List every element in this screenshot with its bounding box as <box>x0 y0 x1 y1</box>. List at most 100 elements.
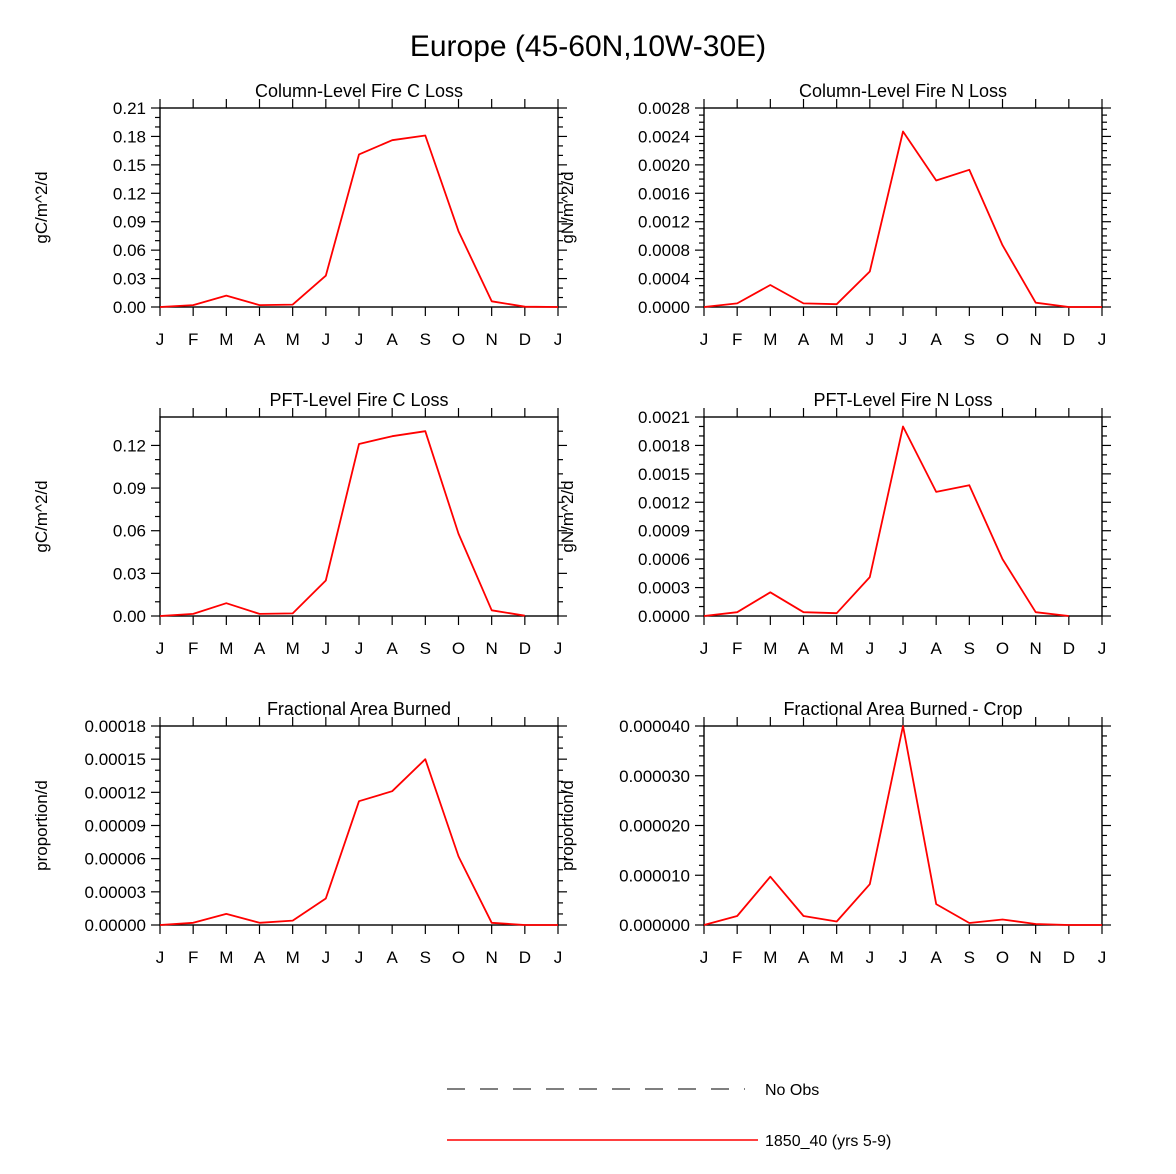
x-tick-label: J <box>156 330 165 349</box>
x-tick-label: F <box>732 948 742 967</box>
x-tick-label: M <box>286 330 300 349</box>
x-tick-label: N <box>486 330 498 349</box>
x-tick-label: O <box>996 639 1009 658</box>
x-tick-label: J <box>322 330 331 349</box>
y-tick-label: 0.00009 <box>85 817 146 836</box>
x-tick-label: J <box>1098 639 1107 658</box>
x-tick-label: N <box>486 948 498 967</box>
x-tick-label: A <box>386 639 398 658</box>
x-tick-label: N <box>1030 639 1042 658</box>
y-tick-label: 0.0000 <box>638 298 690 317</box>
chart-panel-2: J F M A M J J A S O N D J 0.0000 0.0004 0.0008 0.0012 0.0… <box>558 81 1111 349</box>
panel-title: PFT-Level Fire C Loss <box>269 390 448 410</box>
y-tick-label: 0.0018 <box>638 436 690 455</box>
legend-label-model: 1850_40 (yrs 5-9) <box>765 1133 891 1150</box>
x-tick-label: J <box>554 639 563 658</box>
y-tick-label: 0.0012 <box>638 493 690 512</box>
plot-frame <box>703 107 1103 308</box>
y-tick-label: 0.000030 <box>619 767 690 786</box>
x-tick-label: M <box>830 639 844 658</box>
x-tick-label: M <box>286 948 300 967</box>
y-tick-label: 0.000020 <box>619 817 690 836</box>
y-axis-label: gN/m^2/d <box>558 171 577 243</box>
x-tick-label: M <box>763 330 777 349</box>
y-tick-label: 0.00 <box>113 298 146 317</box>
x-tick-label: J <box>899 948 908 967</box>
series-line <box>159 430 525 617</box>
x-tick-label: J <box>355 330 364 349</box>
x-tick-label: F <box>732 330 742 349</box>
legend-label-no-obs: No Obs <box>765 1082 819 1099</box>
panel-title: Column-Level Fire N Loss <box>799 81 1007 101</box>
legend: No Obs 1850_40 (yrs 5-9) <box>447 1082 891 1150</box>
x-tick-label: F <box>188 330 198 349</box>
x-tick-label: J <box>700 330 709 349</box>
x-tick-label: D <box>519 330 531 349</box>
x-tick-label: A <box>254 330 266 349</box>
x-tick-label: A <box>386 330 398 349</box>
panels: J F M A M J J A S O N D J 0.00 0.03 0.06 0.09 0.12 0.15 0.1… <box>32 81 1111 967</box>
x-tick-label: A <box>798 330 810 349</box>
x-tick-label: N <box>486 639 498 658</box>
x-tick-label: O <box>452 330 465 349</box>
y-tick-label: 0.15 <box>113 156 146 175</box>
x-tick-label: S <box>420 330 431 349</box>
y-tick-label: 0.00015 <box>85 750 146 769</box>
y-tick-label: 0.00012 <box>85 783 146 802</box>
x-tick-label: F <box>188 948 198 967</box>
x-tick-label: A <box>254 639 266 658</box>
plot-frame <box>159 107 559 308</box>
y-tick-label: 0.0028 <box>638 99 690 118</box>
panel-title: PFT-Level Fire N Loss <box>813 390 992 410</box>
series-line <box>703 425 1069 617</box>
x-tick-label: J <box>322 639 331 658</box>
series-line <box>703 725 1102 926</box>
y-tick-label: 0.00006 <box>85 850 146 869</box>
x-tick-label: D <box>519 639 531 658</box>
chart-panel-4: J F M A M J J A S O N D J 0.0000 0.0003 0.0006 0.0009 0.0… <box>558 390 1111 658</box>
panel-title: Fractional Area Burned <box>267 699 451 719</box>
y-tick-label: 0.0012 <box>638 213 690 232</box>
y-tick-label: 0.00000 <box>85 916 146 935</box>
y-tick-label: 0.18 <box>113 127 146 146</box>
x-tick-label: J <box>355 948 364 967</box>
y-tick-label: 0.00 <box>113 607 146 626</box>
x-tick-label: M <box>219 330 233 349</box>
y-tick-label: 0.0006 <box>638 550 690 569</box>
y-tick-label: 0.0004 <box>638 270 690 289</box>
y-axis-label: gC/m^2/d <box>32 480 51 552</box>
plot-frame <box>159 725 559 926</box>
x-tick-label: M <box>763 639 777 658</box>
y-tick-label: 0.000040 <box>619 717 690 736</box>
panel-title: Column-Level Fire C Loss <box>255 81 463 101</box>
x-tick-label: A <box>930 330 942 349</box>
x-tick-label: D <box>1063 330 1075 349</box>
x-tick-label: J <box>866 330 875 349</box>
y-tick-label: 0.0009 <box>638 522 690 541</box>
plot-frame <box>703 416 1103 617</box>
x-tick-label: J <box>322 948 331 967</box>
x-tick-label: A <box>930 639 942 658</box>
x-tick-label: O <box>452 948 465 967</box>
chart-panel-5: J F M A M J J A S O N D J 0.00000 0.00003 0.00006 0.0000… <box>32 699 567 967</box>
x-tick-label: J <box>554 330 563 349</box>
y-tick-label: 0.12 <box>113 184 146 203</box>
x-tick-label: N <box>1030 330 1042 349</box>
x-tick-label: A <box>798 639 810 658</box>
chart-panel-3: J F M A M J J A S O N D J 0.00 0.03 0.06 0.09 0.12 PFT-Lev… <box>32 390 567 658</box>
x-tick-label: M <box>763 948 777 967</box>
y-axis-label: gN/m^2/d <box>558 480 577 552</box>
y-tick-label: 0.12 <box>113 436 146 455</box>
y-tick-label: 0.0024 <box>638 127 690 146</box>
series-line <box>159 758 558 926</box>
y-tick-label: 0.0015 <box>638 465 690 484</box>
x-tick-label: J <box>899 330 908 349</box>
x-tick-label: F <box>732 639 742 658</box>
x-tick-label: J <box>156 948 165 967</box>
x-tick-label: A <box>798 948 810 967</box>
x-tick-label: S <box>964 948 975 967</box>
y-tick-label: 0.06 <box>113 522 146 541</box>
x-tick-label: D <box>519 948 531 967</box>
x-tick-label: A <box>386 948 398 967</box>
